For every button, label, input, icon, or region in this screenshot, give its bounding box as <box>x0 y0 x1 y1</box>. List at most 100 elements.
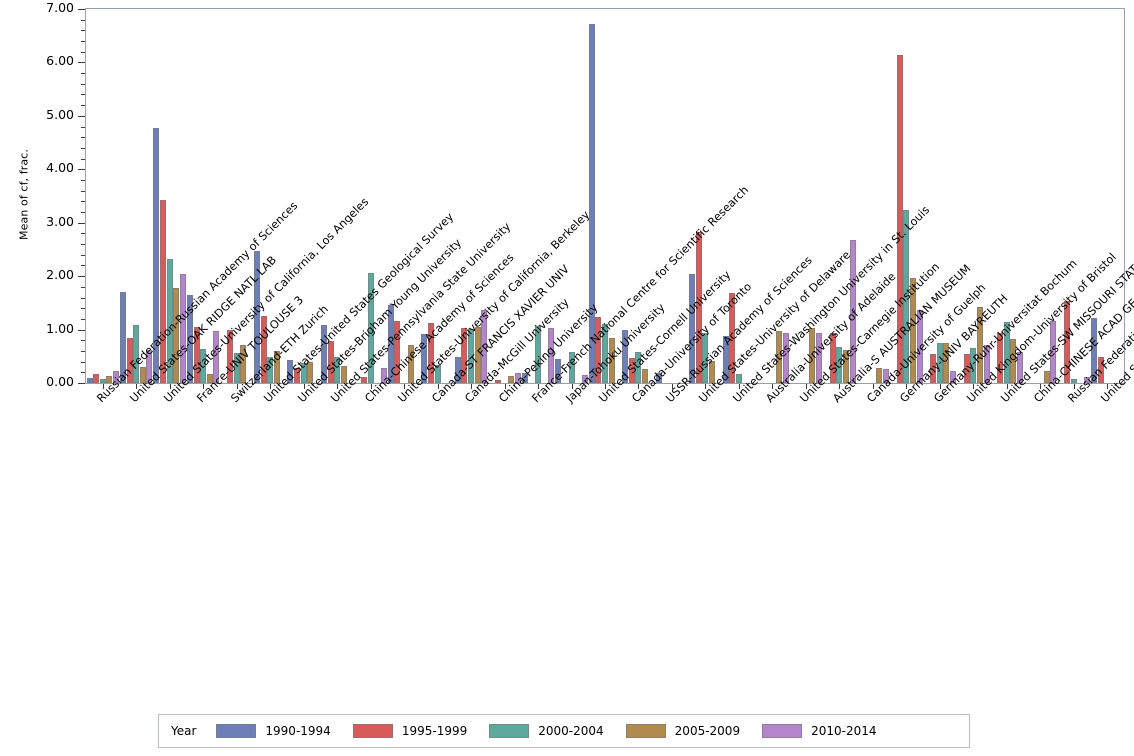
x-axis-category-label: United Kingdom-University of Bristol <box>965 251 1120 406</box>
y-axis-ticks: 0.00 1.00 2.00 3.00 4.00 5.00 6.00 7.00 <box>0 0 85 400</box>
legend-item[interactable]: 1995-1999 <box>352 724 467 738</box>
bar-group <box>957 9 990 383</box>
y-tick-minor <box>81 73 85 75</box>
y-tick-minor <box>81 137 85 139</box>
bar <box>253 251 260 383</box>
x-tick-label: Germany-Ruhr-Universitat Bochum <box>931 256 1080 406</box>
bar <box>555 358 562 383</box>
bar-group <box>153 9 186 383</box>
x-tick-mark <box>102 384 104 389</box>
x-axis-category-label: China-Peking University <box>496 301 600 405</box>
bar <box>943 343 950 383</box>
x-tick-label: USSR-Russian Academy of Sciences <box>663 253 815 406</box>
x-tick-mark <box>1006 384 1008 389</box>
bar <box>468 329 475 383</box>
bar <box>300 363 307 383</box>
legend-item[interactable]: 1990-1994 <box>216 724 331 738</box>
bar <box>1003 322 1010 383</box>
bar <box>836 347 843 383</box>
bar <box>380 368 387 383</box>
legend-item[interactable]: 2005-2009 <box>625 724 741 738</box>
bar-group <box>454 9 488 383</box>
bar <box>361 376 367 383</box>
bar <box>99 378 106 383</box>
bar <box>622 329 629 383</box>
x-tick-mark <box>1107 384 1109 389</box>
bar <box>776 330 782 383</box>
x-axis-category-label: United States-Cornell University <box>596 268 733 405</box>
legend-item[interactable]: 2000-2004 <box>489 724 604 738</box>
bar <box>782 333 789 383</box>
y-tick-minor <box>81 372 85 374</box>
x-tick-label: China-CHINESE ACAD GEOL SCI <box>1031 270 1134 406</box>
x-axis-category-label: China-CHINESE ACAD GEOL SCI <box>1031 270 1134 406</box>
x-tick-mark <box>638 384 640 389</box>
bar <box>407 345 414 383</box>
x-tick-label: Canada-University of Guelph <box>864 281 989 406</box>
x-axis-category-label: United States-UNIV NEBRASKA <box>1099 274 1134 405</box>
bar-group <box>856 9 890 383</box>
x-tick-label: Russian Federation-Saint Petersburg Stat… <box>1065 185 1134 406</box>
x-axis-category-label: France-UNIV TOULOUSE 3 <box>194 293 307 406</box>
bar-group <box>521 9 555 383</box>
x-axis-category-label: Canada-University of Toronto <box>630 280 755 405</box>
bar-group <box>86 9 119 383</box>
y-tick-minor <box>81 212 85 214</box>
bar <box>695 231 702 383</box>
y-tick-mark <box>78 9 85 10</box>
x-tick-mark <box>236 384 238 389</box>
bar <box>883 369 890 383</box>
x-tick-mark <box>337 384 339 389</box>
y-tick-minor <box>81 318 85 320</box>
bar <box>1043 371 1050 383</box>
x-tick-label: United States-University of California, … <box>395 208 593 406</box>
bar <box>327 340 334 383</box>
x-tick-mark <box>839 384 841 389</box>
bar <box>970 348 977 383</box>
y-tick-minor <box>81 254 85 256</box>
x-tick-mark <box>370 384 372 389</box>
bar <box>160 200 167 383</box>
y-tick-mark <box>78 276 85 278</box>
y-tick-label: 1.00 <box>46 320 74 336</box>
bar-group <box>655 9 688 383</box>
x-tick-label: United States-SW MISSOURI STATE UNIV <box>998 235 1134 406</box>
x-tick-label: China-Chinese Academy of Sciences <box>362 250 517 406</box>
y-tick-minor <box>81 51 85 53</box>
bar-group <box>220 9 253 383</box>
x-tick-label: France-French National Centre for Scient… <box>529 183 752 406</box>
bar <box>126 338 133 383</box>
bar-group <box>354 9 387 383</box>
x-axis-category-label: Russian Federation-Russian Academy of Sc… <box>94 199 301 406</box>
x-axis-category-label: China-Chinese Academy of Sciences <box>362 250 517 406</box>
bar <box>320 324 327 383</box>
bar <box>106 376 113 383</box>
bar <box>394 320 401 383</box>
bar <box>474 327 481 383</box>
x-tick-label: United States-United States Geological S… <box>261 210 457 406</box>
bar <box>481 310 488 383</box>
legend-item[interactable]: 2010-2014 <box>762 724 877 738</box>
y-tick-mark <box>78 329 85 331</box>
x-axis-category-label: United States-University of California, … <box>161 195 371 405</box>
bar <box>86 377 93 383</box>
x-tick-mark <box>504 384 506 389</box>
x-tick-label: Russian Federation-Russian Academy of Sc… <box>94 199 301 406</box>
legend-swatch <box>352 724 393 738</box>
bar <box>273 351 280 383</box>
bar <box>1010 339 1017 383</box>
bar <box>896 54 903 383</box>
bar-group <box>756 9 789 383</box>
bar <box>461 327 468 383</box>
legend-label: 2005-2009 <box>674 724 741 738</box>
bar <box>334 357 341 383</box>
y-tick-minor <box>81 350 85 352</box>
x-tick-label: United States-Brigham Young University <box>295 236 464 406</box>
bar <box>494 380 501 383</box>
bar <box>963 353 970 383</box>
bar <box>1017 352 1023 383</box>
bar <box>153 127 160 383</box>
x-tick-label: United States-Washington University in S… <box>730 203 933 406</box>
x-tick-label: France-UNIV TOULOUSE 3 <box>194 293 307 406</box>
y-tick-minor <box>81 201 85 203</box>
